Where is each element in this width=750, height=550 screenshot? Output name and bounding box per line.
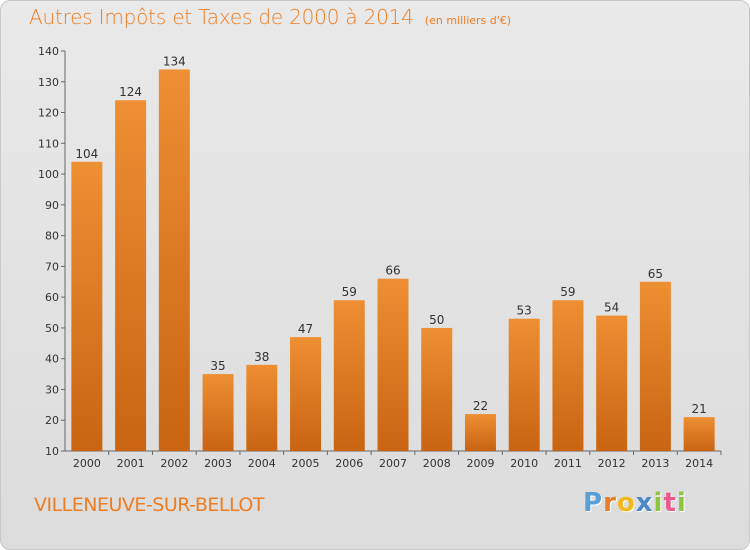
bar xyxy=(115,100,147,451)
bar-value-label: 22 xyxy=(473,399,488,413)
x-tick-label: 2002 xyxy=(160,457,188,470)
x-tick-label: 2008 xyxy=(423,457,451,470)
logo-letter: t xyxy=(663,488,677,518)
bar xyxy=(290,337,322,451)
bar-value-label: 65 xyxy=(648,267,663,281)
y-tick-label: 30 xyxy=(45,383,59,396)
bar xyxy=(71,161,103,451)
y-tick-label: 20 xyxy=(45,414,59,427)
y-tick-label: 90 xyxy=(45,199,59,212)
x-tick-label: 2013 xyxy=(641,457,669,470)
logo-letter: x xyxy=(635,488,654,518)
bar xyxy=(246,364,278,451)
bar-value-label: 47 xyxy=(298,322,313,336)
chart-title: Autres Impôts et Taxes de 2000 à 2014 (e… xyxy=(29,5,511,29)
logo-letter: o xyxy=(616,488,636,518)
bar xyxy=(552,300,584,451)
logo-letter: P xyxy=(583,488,604,518)
axes: 10 20 30 40 50 60 70 80 90 100 110 120 130 140 2000 200… xyxy=(38,45,722,470)
bar-value-label: 53 xyxy=(517,304,532,318)
logo-letter: i xyxy=(653,488,664,518)
y-tick-label: 120 xyxy=(38,107,59,120)
bar-value-label: 21 xyxy=(691,402,706,416)
bar xyxy=(639,281,671,451)
y-tick-label: 10 xyxy=(45,445,59,458)
x-tick-label: 2004 xyxy=(248,457,276,470)
bar xyxy=(421,327,453,451)
y-tick-label: 70 xyxy=(45,260,59,273)
bar xyxy=(464,414,496,451)
chart-title-main: Autres Impôts et Taxes de 2000 à 2014 xyxy=(29,5,414,29)
bar xyxy=(683,417,715,451)
y-tick-label: 100 xyxy=(38,168,59,181)
proxiti-logo: Proxiti xyxy=(583,488,687,518)
chart-title-unit: (en milliers d'€) xyxy=(424,14,512,27)
x-tick-label: 2003 xyxy=(204,457,232,470)
bar-value-label: 124 xyxy=(119,85,142,99)
bar-value-label: 35 xyxy=(210,359,225,373)
x-tick-label: 2001 xyxy=(117,457,145,470)
x-tick-label: 2012 xyxy=(598,457,626,470)
x-tick-label: 2011 xyxy=(554,457,582,470)
bar-value-label: 104 xyxy=(75,147,98,161)
x-tick-label: 2007 xyxy=(379,457,407,470)
bar-value-label: 54 xyxy=(604,301,619,315)
y-tick-label: 40 xyxy=(45,353,59,366)
y-tick-label: 60 xyxy=(45,291,59,304)
commune-name: VILLENEUVE-SUR-BELLOT xyxy=(34,494,264,516)
bar xyxy=(377,278,409,451)
y-tick-label: 80 xyxy=(45,230,59,243)
bar-value-label: 50 xyxy=(429,313,444,327)
logo-letter: i xyxy=(676,488,687,518)
x-tick-label: 2000 xyxy=(73,457,101,470)
x-tick-label: 2014 xyxy=(685,457,713,470)
bar-value-label: 59 xyxy=(560,285,575,299)
bar-value-label: 66 xyxy=(385,264,400,278)
bar-value-label: 38 xyxy=(254,350,269,364)
bar xyxy=(202,374,234,451)
y-tick-label: 50 xyxy=(45,322,59,335)
bars: 104 124 134 35 38 47 59 66 50 22 53 59 54 65 21 xyxy=(71,54,715,451)
bar xyxy=(508,318,540,451)
bar xyxy=(596,315,628,451)
x-tick-label: 2009 xyxy=(466,457,494,470)
bar xyxy=(158,69,190,451)
bar-value-label: 59 xyxy=(342,285,357,299)
y-tick-label: 130 xyxy=(38,76,59,89)
x-tick-label: 2005 xyxy=(292,457,320,470)
y-tick-label: 110 xyxy=(38,137,59,150)
x-tick-label: 2006 xyxy=(335,457,363,470)
x-tick-label: 2010 xyxy=(510,457,538,470)
bar xyxy=(333,300,365,451)
bar-value-label: 134 xyxy=(163,54,186,68)
logo-letter: r xyxy=(603,488,617,518)
y-tick-label: 140 xyxy=(38,45,59,58)
